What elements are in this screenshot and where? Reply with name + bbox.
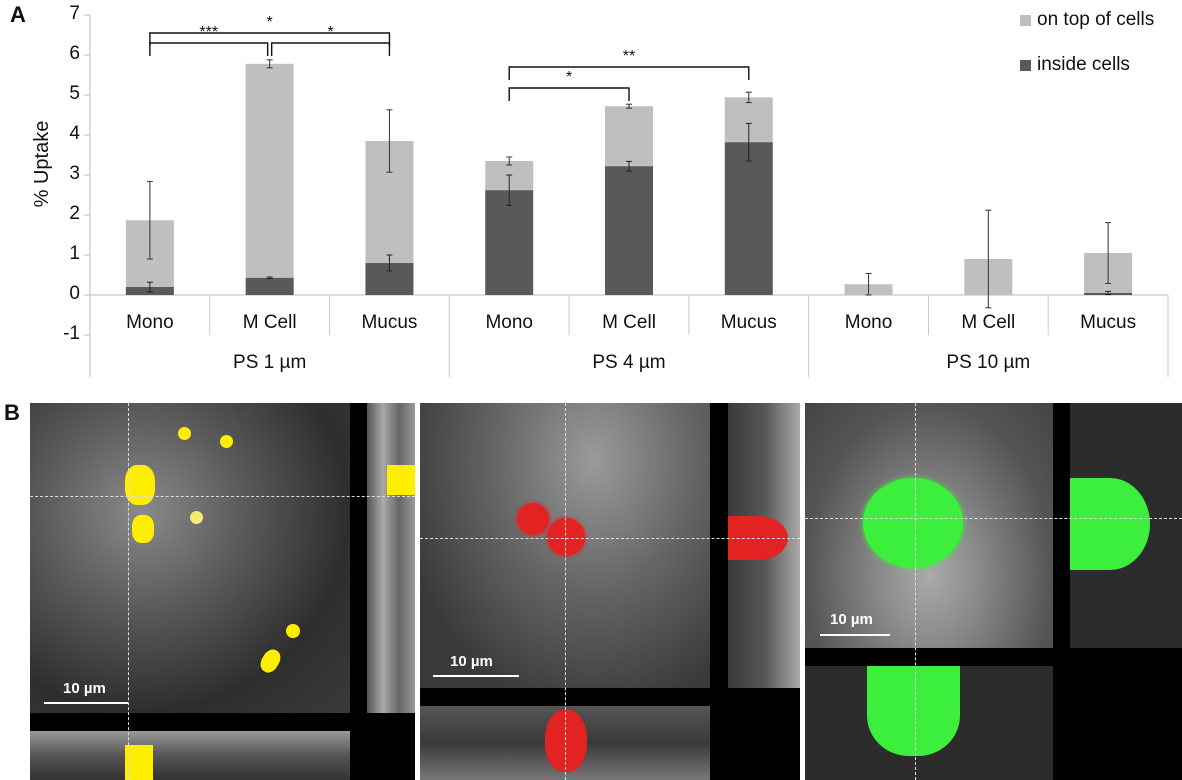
svg-text:*: * bbox=[267, 14, 273, 31]
panel-b-label: B bbox=[4, 400, 20, 425]
particle bbox=[547, 518, 585, 556]
micrograph-green: 10 µm bbox=[805, 403, 1182, 780]
micrograph-red: 10 µm bbox=[420, 403, 800, 780]
crosshair-v bbox=[128, 403, 129, 780]
particle bbox=[190, 511, 203, 524]
scale-bar bbox=[44, 702, 128, 704]
category-label: Mono bbox=[844, 312, 893, 333]
xz-view bbox=[30, 731, 350, 780]
particle bbox=[517, 503, 549, 535]
micrograph-yellow: 10 µm bbox=[30, 403, 415, 780]
category-label: Mucus bbox=[720, 312, 777, 333]
y-tick-label: 7 bbox=[69, 3, 80, 24]
legend-swatch-on-top bbox=[1020, 14, 1031, 26]
yz-view bbox=[367, 403, 415, 713]
category-label: Mono bbox=[126, 312, 174, 333]
category-label: M Cell bbox=[602, 312, 656, 333]
category-label: Mucus bbox=[361, 312, 418, 333]
particle-xz bbox=[545, 710, 587, 772]
y-tick-label: 4 bbox=[69, 123, 80, 144]
scale-bar-label: 10 µm bbox=[63, 680, 106, 697]
category-label: M Cell bbox=[242, 312, 297, 333]
crosshair-h bbox=[420, 538, 800, 539]
scale-bar bbox=[433, 675, 519, 677]
y-tick-label: -1 bbox=[63, 323, 80, 344]
scale-bar-label: 10 µm bbox=[830, 611, 873, 628]
panel-a-label: A bbox=[10, 2, 26, 27]
particle bbox=[178, 427, 191, 440]
y-tick-label: 6 bbox=[69, 43, 80, 64]
category-label: M Cell bbox=[961, 312, 1016, 333]
svg-text:**: ** bbox=[623, 48, 635, 65]
stacked-bar-chart: **** **** bbox=[84, 14, 1169, 377]
particle-xz bbox=[125, 745, 153, 780]
scale-bar bbox=[820, 634, 890, 636]
y-tick-label: 0 bbox=[69, 283, 80, 304]
particle bbox=[125, 465, 155, 505]
category-label: Mono bbox=[485, 312, 533, 333]
scale-bar-label: 10 µm bbox=[450, 653, 493, 670]
particle-yz bbox=[387, 465, 415, 495]
legend: on top of cells inside cells bbox=[1020, 6, 1154, 79]
crosshair-h bbox=[30, 496, 415, 497]
particle bbox=[220, 435, 233, 448]
crosshair-h bbox=[805, 518, 1182, 519]
crosshair-v bbox=[565, 403, 566, 780]
category-label: Mucus bbox=[1080, 312, 1137, 333]
legend-item-inside: inside cells bbox=[1020, 51, 1154, 79]
group-label: PS 1 µm bbox=[233, 352, 307, 373]
y-tick-label: 1 bbox=[69, 243, 80, 264]
legend-swatch-inside bbox=[1020, 59, 1031, 71]
y-tick-label: 5 bbox=[69, 83, 80, 104]
particle-yz bbox=[1070, 478, 1150, 570]
particle bbox=[286, 624, 300, 638]
y-tick-label: 3 bbox=[69, 163, 80, 184]
y-tick-label: 2 bbox=[69, 203, 80, 224]
crosshair-v bbox=[915, 403, 916, 780]
particle bbox=[132, 515, 154, 543]
xy-view bbox=[30, 403, 350, 713]
group-label: PS 4 µm bbox=[592, 352, 666, 373]
svg-text:*: * bbox=[566, 69, 572, 86]
svg-text:*: * bbox=[327, 24, 333, 41]
svg-text:***: *** bbox=[199, 24, 218, 41]
particle bbox=[863, 478, 963, 568]
particle-xz bbox=[867, 666, 960, 756]
legend-item-on-top: on top of cells bbox=[1020, 6, 1154, 34]
group-label: PS 10 µm bbox=[946, 352, 1031, 373]
